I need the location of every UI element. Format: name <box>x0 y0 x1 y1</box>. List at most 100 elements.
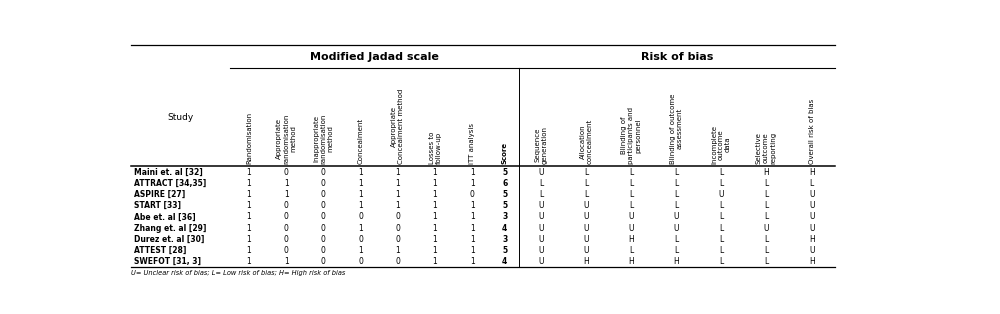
Text: Risk of bias: Risk of bias <box>641 51 713 62</box>
Text: L: L <box>764 179 768 188</box>
Text: L: L <box>674 235 678 244</box>
Text: 0: 0 <box>284 201 289 210</box>
Text: 1: 1 <box>470 179 475 188</box>
Text: 1: 1 <box>247 201 251 210</box>
Text: U= Unclear risk of bias; L= Low risk of bias; H= High risk of bias: U= Unclear risk of bias; L= Low risk of … <box>131 270 346 276</box>
Text: U: U <box>538 212 544 221</box>
Text: Blinding of outcome
assessment: Blinding of outcome assessment <box>670 94 683 164</box>
Text: Selective
outcome
reporting: Selective outcome reporting <box>756 132 776 164</box>
Text: 1: 1 <box>358 190 363 199</box>
Text: 0: 0 <box>321 190 326 199</box>
Text: 1: 1 <box>358 246 363 255</box>
Text: Incomplete
outcome
data: Incomplete outcome data <box>711 125 731 164</box>
Text: L: L <box>764 257 768 266</box>
Text: 6: 6 <box>502 179 507 188</box>
Text: L: L <box>764 201 768 210</box>
Text: 1: 1 <box>395 179 400 188</box>
Text: Appropriate
randomisation
method: Appropriate randomisation method <box>276 114 296 164</box>
Text: U: U <box>583 235 589 244</box>
Text: L: L <box>629 246 633 255</box>
Text: 3: 3 <box>502 235 507 244</box>
Text: Randomisation: Randomisation <box>246 112 252 164</box>
Text: ITT analysis: ITT analysis <box>469 123 475 164</box>
Text: L: L <box>629 190 633 199</box>
Text: L: L <box>539 190 543 199</box>
Text: U: U <box>538 201 544 210</box>
Text: 1: 1 <box>358 224 363 233</box>
Text: U: U <box>628 212 634 221</box>
Text: 0: 0 <box>358 212 363 221</box>
Text: Allocation
concealment: Allocation concealment <box>580 119 593 164</box>
Text: U: U <box>809 212 814 221</box>
Text: U: U <box>583 246 589 255</box>
Text: 1: 1 <box>247 257 251 266</box>
Text: Maini et. al [32]: Maini et. al [32] <box>134 168 202 176</box>
Text: 1: 1 <box>284 190 289 199</box>
Text: 1: 1 <box>470 212 475 221</box>
Text: 0: 0 <box>470 190 475 199</box>
Text: L: L <box>584 168 588 176</box>
Text: 1: 1 <box>433 235 437 244</box>
Text: 0: 0 <box>395 224 400 233</box>
Text: U: U <box>809 224 814 233</box>
Text: Blinding of
participants and
personnel: Blinding of participants and personnel <box>621 107 641 164</box>
Text: 1: 1 <box>470 224 475 233</box>
Text: 1: 1 <box>358 179 363 188</box>
Text: 1: 1 <box>433 224 437 233</box>
Text: Losses to
follow-up: Losses to follow-up <box>428 132 442 164</box>
Text: U: U <box>538 257 544 266</box>
Text: H: H <box>628 257 634 266</box>
Text: 5: 5 <box>502 201 507 210</box>
Text: 1: 1 <box>284 257 289 266</box>
Text: L: L <box>719 235 723 244</box>
Text: U: U <box>763 224 769 233</box>
Text: 1: 1 <box>470 235 475 244</box>
Text: H: H <box>809 168 815 176</box>
Text: 0: 0 <box>321 246 326 255</box>
Text: 5: 5 <box>502 190 507 199</box>
Text: 1: 1 <box>284 179 289 188</box>
Text: 1: 1 <box>395 201 400 210</box>
Text: 1: 1 <box>433 190 437 199</box>
Text: L: L <box>719 179 723 188</box>
Text: U: U <box>809 246 814 255</box>
Text: U: U <box>718 190 724 199</box>
Text: L: L <box>584 190 588 199</box>
Text: Sequence
generation: Sequence generation <box>535 126 548 164</box>
Text: 1: 1 <box>470 201 475 210</box>
Text: Appropriate
Concealment method: Appropriate Concealment method <box>391 89 404 164</box>
Text: Zhang et. al [29]: Zhang et. al [29] <box>134 224 206 233</box>
Text: L: L <box>719 201 723 210</box>
Text: H: H <box>763 168 769 176</box>
Text: 0: 0 <box>321 179 326 188</box>
Text: Concealment: Concealment <box>358 118 364 164</box>
Text: Inappropriate
randomisation
method: Inappropriate randomisation method <box>313 114 333 164</box>
Text: 0: 0 <box>321 168 326 176</box>
Text: 1: 1 <box>433 168 437 176</box>
Text: 1: 1 <box>247 212 251 221</box>
Text: 1: 1 <box>247 246 251 255</box>
Text: 0: 0 <box>395 212 400 221</box>
Text: L: L <box>810 179 814 188</box>
Text: L: L <box>719 212 723 221</box>
Text: L: L <box>764 212 768 221</box>
Text: 1: 1 <box>247 224 251 233</box>
Text: L: L <box>674 201 678 210</box>
Text: 1: 1 <box>470 257 475 266</box>
Text: L: L <box>584 179 588 188</box>
Text: U: U <box>583 201 589 210</box>
Text: 1: 1 <box>433 257 437 266</box>
Text: Overall risk of bias: Overall risk of bias <box>809 99 815 164</box>
Text: L: L <box>629 201 633 210</box>
Text: U: U <box>809 190 814 199</box>
Text: 0: 0 <box>284 224 289 233</box>
Text: 0: 0 <box>321 257 326 266</box>
Text: U: U <box>583 212 589 221</box>
Text: U: U <box>673 224 679 233</box>
Text: Score: Score <box>502 142 508 164</box>
Text: 4: 4 <box>502 257 507 266</box>
Text: 1: 1 <box>433 201 437 210</box>
Text: U: U <box>538 246 544 255</box>
Text: H: H <box>583 257 589 266</box>
Text: Durez et. al [30]: Durez et. al [30] <box>134 235 204 244</box>
